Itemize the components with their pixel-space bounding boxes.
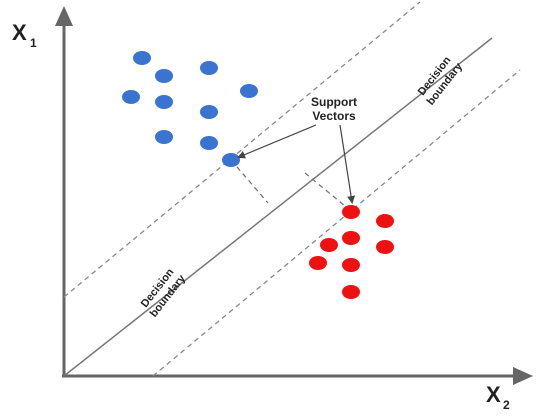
y-axis-arrowhead [55,6,73,26]
class-a-point [122,90,140,104]
decision-boundary-label-upper: Decision boundary [416,54,466,107]
margin-line-lower [152,69,521,377]
class-a-point [200,61,218,75]
class-a-support-vector [222,153,240,167]
class-b-point [309,256,327,270]
support-vectors-label-line2: Vectors [312,109,356,123]
y-axis-label-subscript: 1 [30,36,37,50]
class-a-point [133,51,151,65]
x-axis-arrowhead [513,367,533,385]
support-vector-arrow-right [339,124,356,204]
class-b-points [309,205,394,299]
support-vector-arrow-left [237,124,317,159]
class-b-point [320,238,338,252]
class-a-point [155,130,173,144]
class-a-points [122,51,258,167]
class-a-point [155,95,173,109]
support-vectors-label-line1: Support [311,95,357,109]
margin-line-upper [63,1,421,298]
x-axis-label: X [486,382,501,407]
class-a-point [200,136,218,150]
class-b-point [376,240,394,254]
x-axis-label-subscript: 2 [503,398,510,412]
decision-boundary-line [63,37,493,377]
margin-distance-left [230,159,269,204]
y-axis-label: X [12,20,27,45]
class-a-point [155,69,173,83]
class-b-point [376,214,394,228]
class-a-point [200,105,218,119]
class-b-point [342,285,360,299]
margin-distance-right [304,172,346,207]
class-a-point [240,84,258,98]
class-b-point [342,231,360,245]
class-b-support-vector [342,205,360,219]
class-b-point [342,258,360,272]
